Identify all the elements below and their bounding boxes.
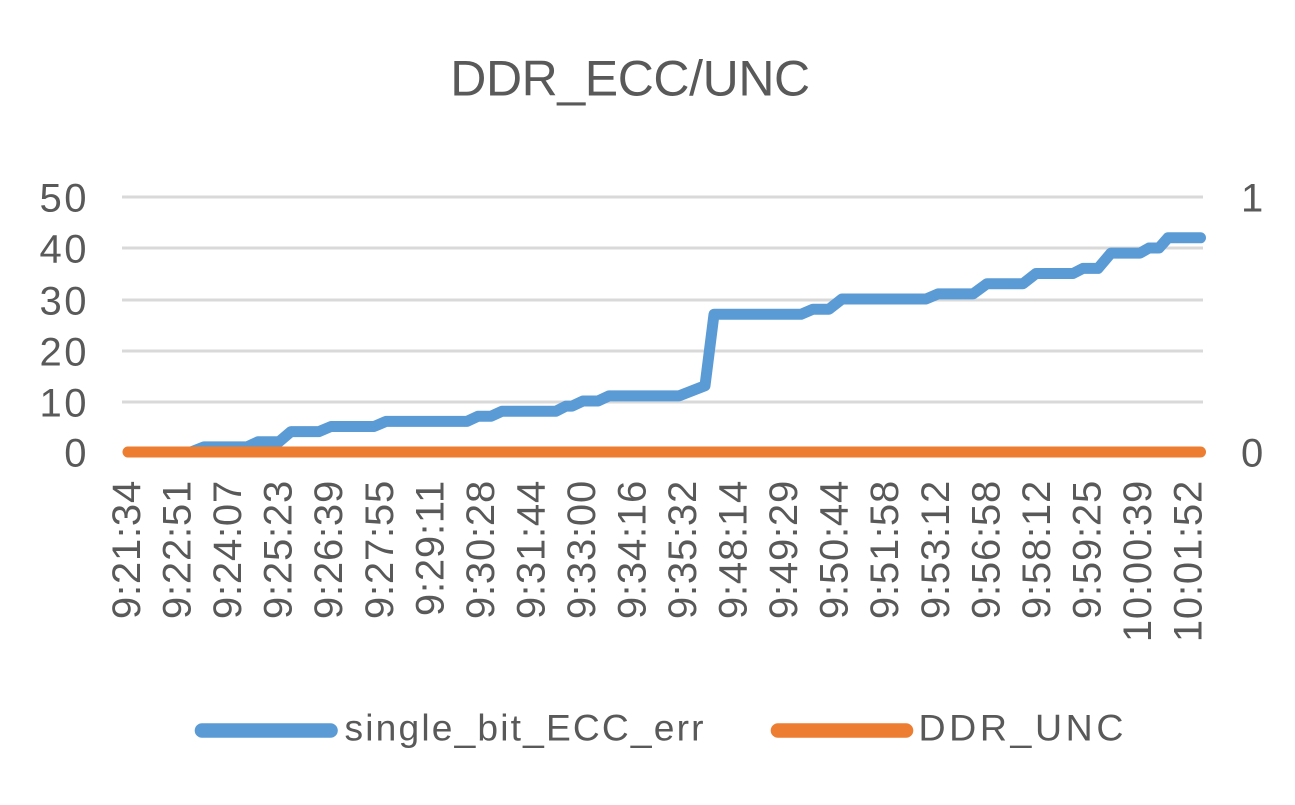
svg-text:20: 20	[40, 331, 90, 375]
svg-text:DDR_UNC: DDR_UNC	[919, 707, 1128, 749]
svg-text:1: 1	[1241, 177, 1263, 221]
svg-text:10: 10	[40, 382, 90, 426]
svg-text:30: 30	[40, 280, 90, 324]
svg-text:9:21:34: 9:21:34	[105, 480, 149, 619]
svg-text:9:34:16: 9:34:16	[611, 480, 655, 619]
svg-text:9:49:29: 9:49:29	[762, 480, 806, 619]
svg-text:9:30:28: 9:30:28	[459, 480, 503, 619]
svg-text:9:53:12: 9:53:12	[914, 480, 958, 619]
svg-text:50: 50	[40, 177, 90, 221]
svg-text:9:24:07: 9:24:07	[206, 480, 250, 619]
svg-text:9:35:32: 9:35:32	[661, 480, 705, 619]
svg-text:9:48:14: 9:48:14	[712, 480, 756, 619]
svg-text:9:29:11: 9:29:11	[408, 480, 452, 616]
svg-text:9:25:23: 9:25:23	[257, 480, 301, 619]
svg-text:10:00:39: 10:00:39	[1116, 480, 1160, 642]
svg-text:9:51:58: 9:51:58	[863, 480, 907, 619]
svg-text:9:56:58: 9:56:58	[964, 480, 1008, 619]
svg-text:0: 0	[64, 432, 86, 476]
svg-text:9:22:51: 9:22:51	[156, 480, 200, 619]
svg-text:9:31:44: 9:31:44	[509, 480, 553, 619]
svg-text:9:58:12: 9:58:12	[1015, 480, 1059, 619]
svg-text:9:33:00: 9:33:00	[560, 480, 604, 619]
svg-text:DDR_ECC/UNC: DDR_ECC/UNC	[450, 51, 810, 107]
svg-text:40: 40	[40, 228, 90, 272]
svg-text:single_bit_ECC_err: single_bit_ECC_err	[345, 707, 706, 749]
svg-text:9:50:44: 9:50:44	[813, 480, 857, 619]
svg-text:9:59:25: 9:59:25	[1065, 480, 1109, 619]
svg-text:0: 0	[1241, 432, 1263, 476]
svg-text:10:01:52: 10:01:52	[1167, 480, 1211, 642]
svg-text:9:27:55: 9:27:55	[358, 480, 402, 619]
svg-text:9:26:39: 9:26:39	[307, 480, 351, 619]
